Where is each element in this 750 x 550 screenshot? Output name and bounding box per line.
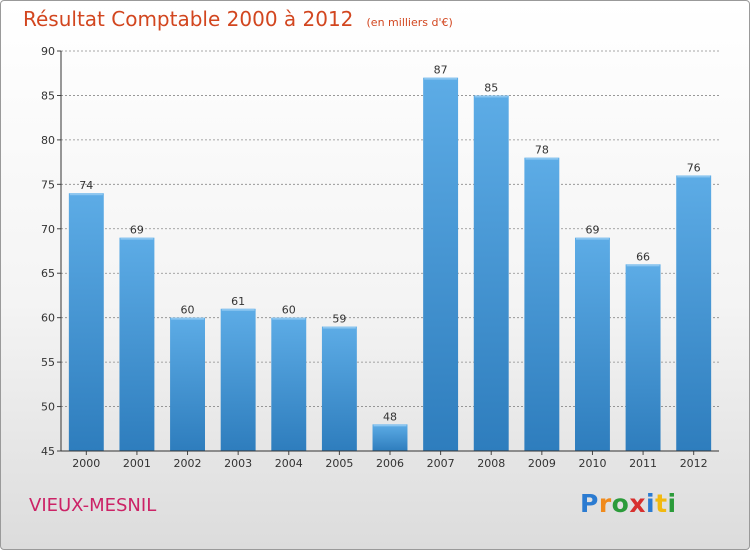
proxiti-logo: Proxiti	[580, 489, 677, 518]
chart-title-block: Résultat Comptable 2000 à 2012 (en milli…	[23, 7, 453, 31]
x-tick-label: 2008	[477, 457, 505, 470]
logo-letter: P	[580, 489, 599, 518]
grid-lines	[61, 50, 719, 452]
bar-highlight	[373, 424, 407, 427]
axes: 45 50 55 60 65 70 75 80 85 90 2000 2001 2002 2003 2004…	[41, 45, 719, 470]
y-tick-label: 60	[41, 312, 55, 325]
bar-highlight	[120, 237, 154, 240]
data-label: 60	[282, 304, 296, 317]
logo-letter: i	[667, 489, 677, 518]
data-label: 69	[130, 224, 144, 237]
bar	[119, 237, 155, 451]
bar	[423, 77, 459, 452]
bar	[625, 264, 661, 451]
bar	[524, 157, 560, 451]
x-tick-label: 2007	[427, 457, 455, 470]
bar-highlight	[525, 157, 559, 160]
data-label: 60	[181, 304, 195, 317]
bar	[170, 317, 206, 451]
bar-highlight	[424, 77, 458, 80]
bar	[676, 175, 712, 451]
bar	[574, 237, 610, 451]
bar-highlight	[69, 193, 103, 196]
logo-letter: r	[598, 489, 612, 518]
bar-highlight	[575, 237, 609, 240]
data-label: 69	[585, 224, 599, 237]
bar	[321, 326, 357, 451]
x-tick-label: 2011	[629, 457, 657, 470]
x-tick-label: 2005	[325, 457, 353, 470]
chart-subtitle: (en milliers d'€)	[366, 16, 453, 29]
x-tick-label: 2001	[123, 457, 151, 470]
y-tick-label: 70	[41, 223, 55, 236]
chart-title: Résultat Comptable 2000 à 2012	[23, 7, 354, 31]
bar-highlight	[677, 175, 711, 178]
bar-highlight	[171, 317, 205, 320]
commune-name: VIEUX-MESNIL	[29, 495, 157, 516]
bar-highlight	[221, 308, 255, 311]
x-tick-label: 2000	[72, 457, 100, 470]
bar	[271, 317, 307, 451]
bar	[220, 308, 256, 451]
x-tick-label: 2002	[174, 457, 202, 470]
x-tick-label: 2010	[578, 457, 606, 470]
y-tick-label: 80	[41, 134, 55, 147]
data-label: 74	[79, 179, 93, 192]
x-tick-label: 2006	[376, 457, 404, 470]
data-label: 61	[231, 295, 245, 308]
data-label: 48	[383, 410, 397, 423]
data-label: 87	[434, 64, 448, 77]
bars: 74 69 60 61 60 59 48 87 85 78 69 66 76	[68, 64, 712, 452]
logo-letter: t	[655, 489, 668, 518]
y-tick-label: 85	[41, 89, 55, 102]
x-tick-label: 2009	[528, 457, 556, 470]
y-tick-label: 90	[41, 45, 55, 58]
data-label: 85	[484, 81, 498, 94]
data-label: 76	[687, 161, 701, 174]
y-tick-label: 50	[41, 401, 55, 414]
x-tick-label: 2004	[275, 457, 303, 470]
y-tick-label: 75	[41, 178, 55, 191]
x-tick-label: 2012	[680, 457, 708, 470]
logo-letter: o	[611, 489, 630, 518]
y-tick-label: 55	[41, 356, 55, 369]
bar-highlight	[322, 326, 356, 329]
bar	[372, 424, 408, 451]
data-label: 78	[535, 144, 549, 157]
logo-letter: i	[646, 489, 656, 518]
bar-highlight	[474, 95, 508, 98]
x-tick-label: 2003	[224, 457, 252, 470]
bar-highlight	[626, 264, 660, 267]
y-tick-label: 65	[41, 267, 55, 280]
logo-letter: x	[629, 489, 646, 518]
bar	[473, 95, 509, 451]
bar-highlight	[272, 317, 306, 320]
bar	[68, 193, 104, 451]
data-label: 66	[636, 250, 650, 263]
y-tick-label: 45	[41, 445, 55, 458]
data-label: 59	[332, 313, 346, 326]
